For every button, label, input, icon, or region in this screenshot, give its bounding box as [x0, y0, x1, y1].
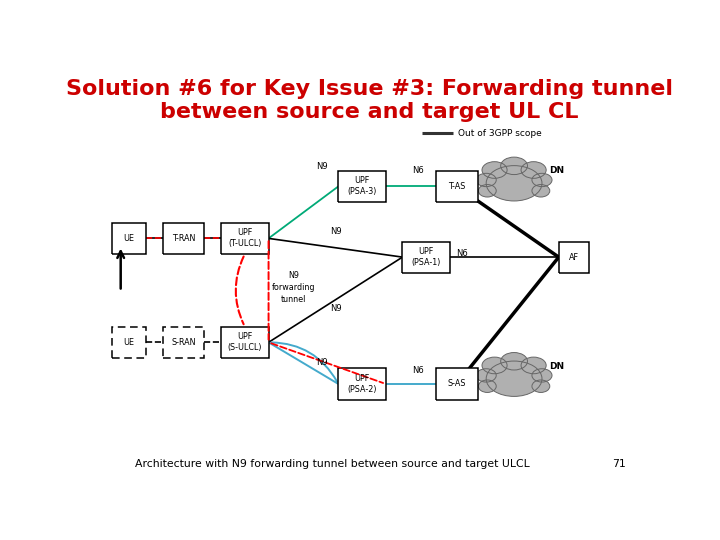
Text: UPF
(T-ULCL): UPF (T-ULCL): [228, 228, 261, 248]
Text: 71: 71: [612, 459, 626, 469]
Text: between source and target UL CL: between source and target UL CL: [160, 102, 578, 122]
Text: N9: N9: [330, 303, 341, 313]
FancyBboxPatch shape: [338, 368, 386, 400]
Text: N6: N6: [413, 366, 424, 375]
Text: N9: N9: [316, 357, 328, 367]
Ellipse shape: [500, 353, 528, 370]
Text: N6: N6: [456, 249, 467, 259]
Ellipse shape: [532, 380, 550, 393]
Ellipse shape: [532, 369, 552, 382]
FancyBboxPatch shape: [402, 241, 450, 273]
Text: UPF
(S-ULCL): UPF (S-ULCL): [228, 332, 262, 353]
Ellipse shape: [532, 173, 552, 187]
Ellipse shape: [482, 357, 507, 374]
Text: N9: N9: [330, 227, 341, 235]
Text: N9
forwarding
tunnel: N9 forwarding tunnel: [272, 271, 315, 303]
Text: DN: DN: [549, 362, 564, 371]
Ellipse shape: [532, 185, 550, 197]
Ellipse shape: [486, 361, 542, 396]
FancyBboxPatch shape: [436, 171, 478, 202]
Text: UPF
(PSA-1): UPF (PSA-1): [412, 247, 441, 267]
Text: N9: N9: [316, 162, 328, 171]
FancyBboxPatch shape: [436, 368, 478, 400]
FancyBboxPatch shape: [559, 241, 590, 273]
Text: UE: UE: [124, 338, 135, 347]
Ellipse shape: [478, 185, 496, 197]
FancyBboxPatch shape: [338, 171, 386, 202]
FancyBboxPatch shape: [112, 223, 145, 254]
Ellipse shape: [486, 166, 542, 201]
Text: T-RAN: T-RAN: [172, 234, 195, 243]
Text: Architecture with N9 forwarding tunnel between source and target ULCL: Architecture with N9 forwarding tunnel b…: [135, 459, 529, 469]
Text: Out of 3GPP scope: Out of 3GPP scope: [458, 129, 542, 138]
FancyBboxPatch shape: [163, 327, 204, 358]
Text: DN: DN: [549, 166, 564, 176]
FancyBboxPatch shape: [221, 223, 269, 254]
Ellipse shape: [482, 161, 507, 178]
Ellipse shape: [476, 369, 496, 382]
Ellipse shape: [500, 157, 528, 174]
FancyBboxPatch shape: [163, 223, 204, 254]
Text: AF: AF: [569, 253, 579, 261]
Ellipse shape: [521, 161, 546, 178]
Text: N6: N6: [413, 166, 424, 176]
Text: S-RAN: S-RAN: [171, 338, 196, 347]
FancyBboxPatch shape: [221, 327, 269, 358]
Text: Solution #6 for Key Issue #3: Forwarding tunnel: Solution #6 for Key Issue #3: Forwarding…: [66, 79, 672, 99]
Text: S-AS: S-AS: [448, 380, 466, 388]
Text: UPF
(PSA-3): UPF (PSA-3): [347, 177, 377, 197]
Text: UE: UE: [124, 234, 135, 243]
Text: UPF
(PSA-2): UPF (PSA-2): [347, 374, 377, 394]
Ellipse shape: [521, 357, 546, 374]
Ellipse shape: [478, 380, 496, 393]
Ellipse shape: [476, 173, 496, 187]
Text: T-AS: T-AS: [448, 182, 466, 191]
FancyBboxPatch shape: [112, 327, 145, 358]
